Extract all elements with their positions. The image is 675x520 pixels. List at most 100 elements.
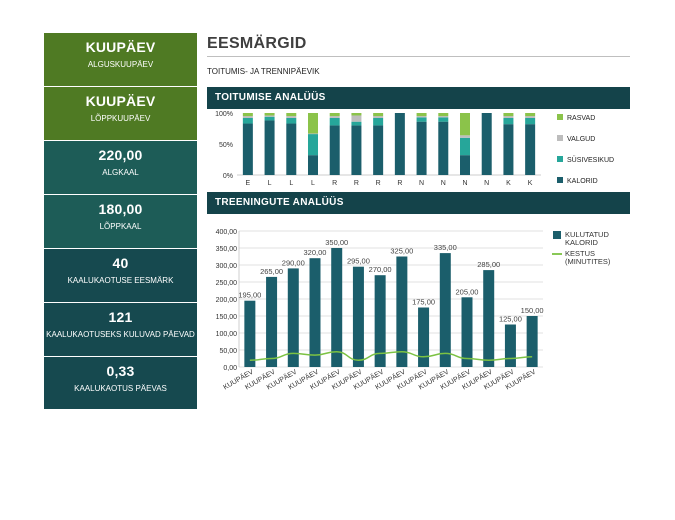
- bar-segment-valgud: [351, 115, 362, 122]
- end-date-label: LÕPPKUUPÄEV: [90, 114, 151, 123]
- bar-data-label: 350,00: [325, 238, 348, 247]
- bar-segment-rasvad: [373, 113, 384, 117]
- bar-segment-rasvad: [351, 113, 362, 116]
- start-weight-tile: 220,00 ALGKAAL: [44, 141, 197, 194]
- title-divider: [207, 56, 630, 57]
- bar-segment-valgud: [416, 116, 427, 118]
- training-section-header: TREENINGUTE ANALÜÜS: [207, 192, 630, 214]
- x-tick-label: K: [506, 180, 511, 187]
- start-date-label: ALGUSKUUPÄEV: [87, 60, 154, 69]
- bar-segment-valgud: [373, 116, 384, 118]
- legend-label: (MINUTITES): [565, 257, 611, 266]
- bar-data-label: 205,00: [456, 287, 479, 296]
- bar-segment-süsivesikud: [503, 117, 514, 125]
- bar-segment-rasvad: [264, 113, 275, 116]
- loss-per-day-value: 0,33: [106, 363, 135, 379]
- bar-data-label: 195,00: [238, 291, 261, 300]
- legend-swatch: [553, 231, 561, 239]
- bar-data-label: 150,00: [521, 306, 544, 315]
- bar-segment-valgud: [329, 116, 340, 118]
- bar-segment-rasvad: [503, 113, 514, 117]
- x-tick-label: N: [484, 180, 489, 187]
- bar-segment-süsivesikud: [351, 121, 362, 126]
- calories-bar: [309, 258, 321, 367]
- weight-loss-goal-tile: 40 KAALUKAOTUSE EESMÄRK: [44, 249, 197, 302]
- days-needed-tile: 121 KAALUKAOTUSEKS KULUVAD PÄEVAD: [44, 303, 197, 356]
- x-tick-label: R: [354, 180, 359, 187]
- bar-segment-rasvad: [460, 113, 470, 136]
- bar-segment-kalorid: [308, 155, 318, 175]
- bar-segment-süsivesikud: [438, 117, 449, 122]
- days-needed-label: KAALUKAOTUSEKS KULUVAD PÄEVAD: [46, 330, 195, 339]
- legend-label: VALGUD: [567, 136, 595, 143]
- x-tick-label: N: [441, 180, 446, 187]
- bar-data-label: 175,00: [412, 298, 435, 307]
- page-title: EESMÄRGID: [207, 35, 307, 52]
- calories-bar: [483, 270, 495, 367]
- end-date-tile: KUUPÄEV LÕPPKUUPÄEV: [44, 87, 197, 140]
- bar-data-label: 320,00: [304, 248, 327, 257]
- legend-label: SÜSIVESIKUD: [567, 156, 614, 164]
- bar-segment-kalorid: [242, 123, 253, 175]
- start-weight-label: ALGKAAL: [102, 168, 139, 177]
- start-weight-value: 220,00: [98, 147, 143, 163]
- bar-segment-rasvad: [438, 113, 449, 117]
- legend-label: KULUTATUD: [565, 230, 609, 239]
- bar-segment-kalorid: [438, 121, 449, 175]
- bar-data-label: 335,00: [434, 243, 457, 252]
- bar-segment-kalorid: [460, 155, 470, 175]
- calories-bar: [244, 300, 256, 367]
- calories-bar: [331, 248, 343, 367]
- end-date-value: KUUPÄEV: [85, 93, 156, 109]
- x-tick-label: R: [332, 180, 337, 187]
- bar-segment-süsivesikud: [416, 117, 427, 122]
- bar-segment-süsivesikud: [242, 117, 253, 124]
- bar-data-label: 285,00: [477, 260, 500, 269]
- bar-data-label: 290,00: [282, 258, 305, 267]
- bar-segment-valgud: [525, 116, 536, 118]
- end-weight-value: 180,00: [98, 201, 143, 217]
- x-tick-label: K: [528, 180, 533, 187]
- weight-loss-goal-value: 40: [112, 255, 129, 271]
- bar-data-label: 325,00: [390, 247, 413, 256]
- bar-data-label: 295,00: [347, 257, 370, 266]
- bar-data-label: 125,00: [499, 315, 522, 324]
- bar-segment-süsivesikud: [286, 117, 297, 124]
- legend-swatch: [557, 177, 563, 183]
- calories-bar: [439, 253, 451, 367]
- y-tick-label: 250,00: [216, 280, 238, 287]
- calories-bar: [396, 256, 408, 367]
- days-needed-value: 121: [108, 309, 133, 325]
- bar-segment-valgud: [503, 116, 514, 118]
- bar-segment-süsivesikud: [525, 117, 536, 125]
- y-tick-label: 0,00: [223, 365, 237, 372]
- bar-segment-süsivesikud: [264, 116, 275, 121]
- bar-segment-rasvad: [286, 113, 297, 117]
- weight-loss-goal-label: KAALUKAOTUSE EESMÄRK: [67, 276, 174, 285]
- loss-per-day-tile: 0,33 KAALUKAOTUS PÄEVAS: [44, 357, 197, 409]
- calories-bar: [266, 276, 278, 367]
- y-tick-label: 50%: [219, 142, 233, 149]
- y-tick-label: 150,00: [216, 314, 238, 321]
- training-chart: 0,00 50,00 100,00 150,00 200,00 250,00 300,00 3…: [216, 229, 611, 391]
- bar-segment-valgud: [308, 133, 318, 135]
- calories-bar: [461, 297, 473, 367]
- end-weight-label: LÕPPKAAL: [99, 222, 142, 231]
- bar-segment-rasvad: [329, 113, 340, 117]
- x-tick-label: L: [311, 180, 315, 187]
- bar-segment-kalorid: [286, 123, 297, 175]
- x-tick-label: L: [268, 180, 272, 187]
- bar-segment-kalorid: [503, 124, 514, 175]
- bar-segment-rasvad: [416, 113, 427, 117]
- bar-segment-valgud: [264, 115, 275, 117]
- bar-segment-kalorid: [481, 113, 492, 175]
- bar-segment-süsivesikud: [460, 137, 470, 156]
- x-tick-label: R: [397, 180, 402, 187]
- bar-segment-kalorid: [329, 125, 340, 175]
- y-tick-label: 200,00: [216, 297, 238, 304]
- calories-bar: [418, 307, 430, 367]
- y-tick-label: 350,00: [216, 246, 238, 253]
- calories-bar: [352, 266, 364, 367]
- x-tick-label: N: [462, 180, 467, 187]
- legend-label: RASVAD: [567, 115, 595, 122]
